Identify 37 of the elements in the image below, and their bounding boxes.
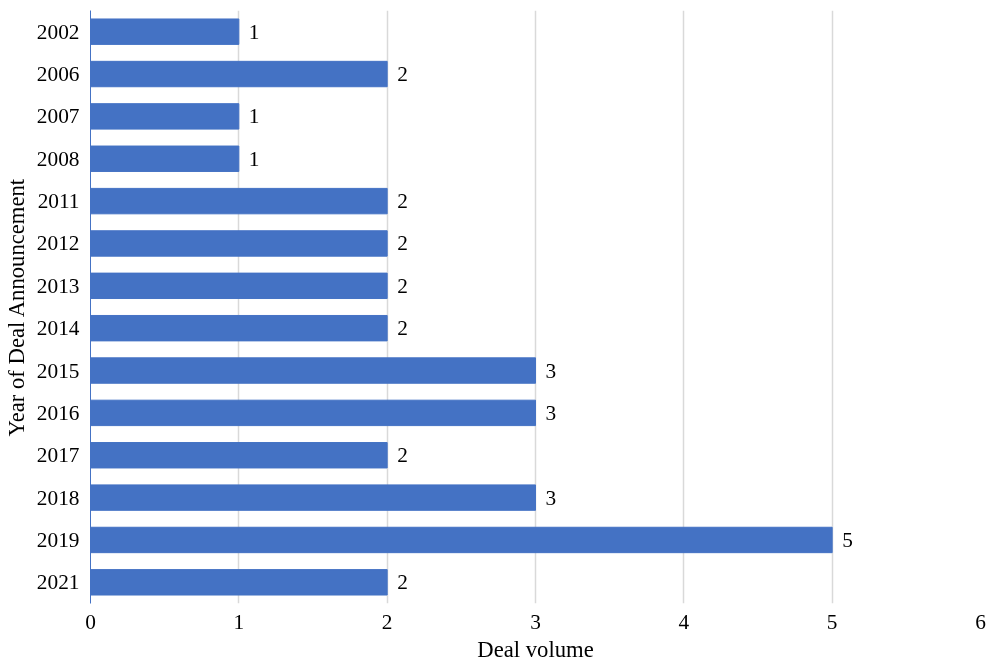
x-tick-label: 3 — [530, 609, 541, 634]
data-label: 2 — [397, 443, 408, 468]
x-tick-label: 1 — [233, 609, 245, 634]
y-tick-label: 2007 — [36, 104, 80, 129]
y-tick-label: 2019 — [36, 527, 80, 552]
data-label: 2 — [397, 570, 408, 595]
data-label: 5 — [842, 527, 853, 552]
data-label: 1 — [248, 146, 260, 171]
x-tick-label: 5 — [826, 609, 838, 634]
data-label: 2 — [397, 316, 408, 341]
y-tick-label: 2006 — [36, 62, 80, 87]
data-label: 3 — [545, 358, 557, 383]
y-tick-label: 2017 — [36, 443, 80, 468]
y-tick-label: 2013 — [36, 273, 80, 298]
y-tick-label: 2008 — [36, 146, 80, 171]
y-axis-title: Year of Deal Announcement — [3, 178, 29, 437]
x-tick-label: 2 — [381, 609, 393, 634]
data-label: 2 — [397, 189, 408, 214]
data-label: 3 — [545, 400, 557, 425]
y-tick-label: 2021 — [36, 570, 80, 595]
data-label: 2 — [397, 231, 408, 256]
y-tick-label: 2016 — [36, 400, 80, 425]
data-label: 2 — [397, 273, 408, 298]
y-tick-label: 2014 — [36, 316, 80, 341]
y-tick-label: 2012 — [36, 231, 80, 256]
y-tick-label: 2015 — [36, 358, 80, 383]
x-tick-label: 6 — [975, 609, 987, 634]
data-label: 1 — [248, 104, 260, 129]
y-tick-label: 2018 — [36, 485, 80, 510]
data-label: 2 — [397, 62, 408, 87]
y-tick-label: 2002 — [36, 19, 80, 44]
x-tick-label: 4 — [678, 609, 690, 634]
data-label: 1 — [248, 19, 260, 44]
data-label: 3 — [545, 485, 557, 510]
x-tick-label: 0 — [85, 609, 96, 634]
y-tick-label: 2011 — [37, 189, 80, 214]
x-axis-title: Deal volume — [477, 636, 594, 662]
